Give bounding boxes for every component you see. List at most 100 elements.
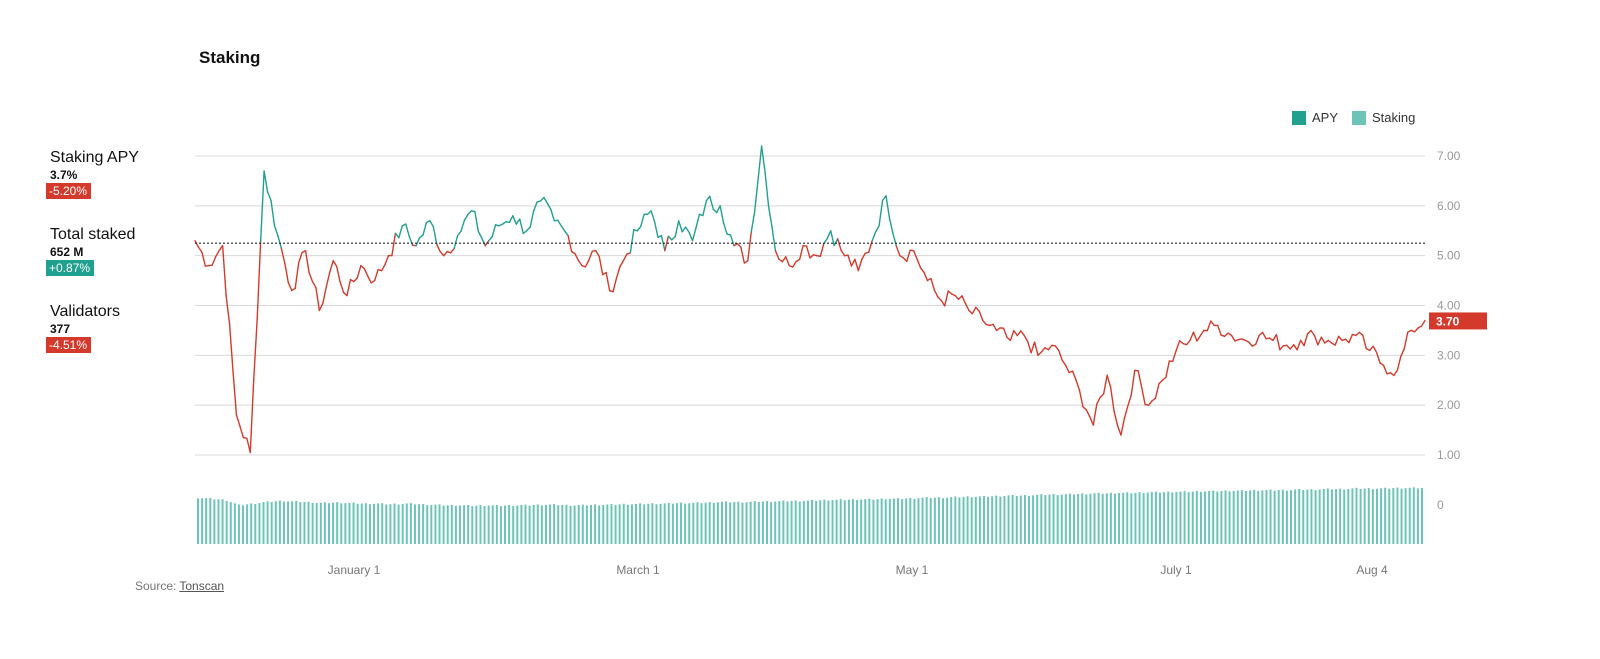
apy-line-segment (1320, 336, 1326, 344)
staking-bar (1269, 489, 1272, 544)
apy-line-segment (308, 271, 314, 283)
apy-line-segment (484, 240, 490, 247)
staking-bar (442, 505, 445, 544)
apy-line-segment (982, 319, 987, 326)
staking-bar (577, 505, 580, 544)
apy-line-segment (360, 264, 365, 270)
apy-line-segment (225, 294, 231, 325)
staking-bar (626, 504, 629, 544)
staking-bar (205, 498, 208, 544)
apy-line-segment (1123, 405, 1129, 420)
apy-line-segment (232, 370, 238, 416)
apy-line-segment (491, 224, 497, 238)
staking-bar (831, 500, 834, 544)
staking-bar (823, 499, 826, 544)
apy-line-segment (933, 289, 939, 298)
staking-bar (495, 504, 498, 544)
apy-line-segment (995, 327, 1001, 332)
staking-bar (499, 506, 502, 544)
staking-bar (1212, 490, 1215, 544)
apy-line-segment (1313, 334, 1319, 346)
apy-line-segment (1002, 327, 1008, 338)
apy-line-segment (1413, 327, 1419, 333)
staking-bar (1228, 491, 1231, 544)
staking-bar (851, 499, 854, 544)
staking-bar (356, 503, 359, 544)
apy-line-segment (239, 425, 245, 439)
staking-bar (1294, 489, 1297, 544)
apy-line-segment (525, 226, 531, 232)
apy-line-segment (774, 249, 780, 260)
apy-line-segment (1161, 376, 1167, 381)
apy-line-segment (194, 240, 200, 248)
apy-line-segment (888, 217, 894, 234)
apy-line-segment (259, 170, 265, 243)
staking-bar (995, 495, 998, 544)
gridlines (195, 155, 1425, 456)
apy-line-segment (878, 199, 884, 227)
staking-bar (1077, 493, 1080, 544)
apy-line-segment (1272, 333, 1278, 342)
stat-label: Staking APY (50, 149, 139, 166)
staking-bar (422, 503, 425, 544)
staking-bar (692, 502, 695, 544)
apy-line-segment (456, 230, 462, 237)
staking-bar (1199, 491, 1202, 544)
staking-bar (1019, 495, 1022, 544)
staking-bar (1257, 490, 1260, 544)
stat-label: Total staked (50, 226, 136, 243)
staking-bar (757, 502, 760, 544)
staking-bar (405, 503, 408, 544)
legend-item-apy[interactable]: APY (1292, 110, 1338, 125)
staking-bar (327, 503, 330, 544)
x-tick-label: Aug 4 (1356, 563, 1388, 577)
apy-line-segment (211, 255, 217, 266)
staking-bar (1056, 495, 1059, 544)
apy-line-segment (432, 226, 438, 246)
staking-bar (1171, 492, 1174, 544)
legend-item-staking[interactable]: Staking (1352, 110, 1415, 125)
x-tick-label: March 1 (616, 563, 660, 577)
staking-bar (237, 504, 240, 544)
apy-line-segment (588, 250, 594, 261)
apy-line-segment (550, 208, 556, 222)
apy-line-segment (1130, 369, 1136, 396)
source-link[interactable]: Tonscan (179, 579, 225, 593)
staking-bar (291, 501, 294, 544)
apy-line-segment (557, 219, 562, 227)
apy-line-segment (1085, 409, 1091, 418)
staking-bar (229, 502, 232, 544)
chart-title: Staking (199, 48, 261, 67)
apy-line-segment (304, 249, 310, 273)
staking-bar (790, 500, 793, 544)
apy-line-segment (367, 275, 372, 284)
apy-line-segment (1389, 372, 1395, 377)
apy-line-segment (329, 259, 334, 273)
staking-bar (532, 505, 535, 544)
apy-line-segment (1033, 341, 1039, 357)
staking-bar (246, 504, 249, 544)
staking-bar (307, 501, 310, 544)
staking-bar (704, 502, 707, 544)
staking-bar (917, 498, 920, 544)
apy-line-segment (1106, 374, 1112, 388)
apy-line-segment (892, 232, 898, 247)
apy-line-segment (740, 246, 746, 264)
staking-bar (954, 496, 957, 544)
staking-bar (1003, 495, 1006, 544)
staking-bar (802, 501, 805, 544)
staking-bar (1371, 489, 1374, 544)
apy-line-segment (650, 210, 656, 223)
staking-bar (401, 503, 404, 544)
staking-bar (880, 498, 883, 544)
staking-bar (528, 505, 531, 544)
staking-bar (1113, 493, 1116, 544)
staking-bar (675, 503, 678, 544)
staking-bar (811, 499, 814, 544)
staking-bar (1187, 492, 1190, 544)
staking-bar (352, 502, 355, 544)
staking-bar (1032, 495, 1035, 544)
apy-line-segment (1016, 330, 1022, 337)
staking-bar (303, 501, 306, 544)
apy-line-segment (284, 262, 289, 284)
